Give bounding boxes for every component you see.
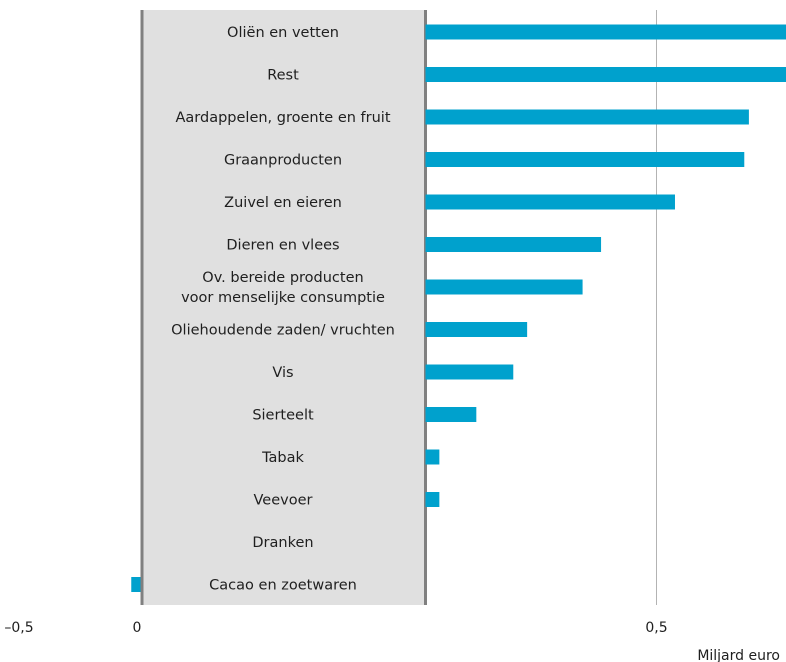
bar — [425, 67, 786, 82]
bar — [425, 364, 514, 380]
bar — [425, 237, 602, 252]
category-label: Sierteelt — [252, 408, 314, 424]
category-label: Vis — [272, 365, 293, 381]
category-label: Graanproducten — [224, 153, 342, 169]
category-label: Ov. bereide producten — [202, 270, 363, 286]
bar — [425, 24, 786, 40]
x-tick-label: 0,5 — [645, 620, 667, 636]
category-label: Cacao en zoetwaren — [209, 578, 357, 594]
label-panel — [142, 10, 426, 605]
bar — [131, 577, 141, 592]
category-label: Oliehoudende zaden/ vruchten — [171, 323, 395, 339]
category-label: Veevoer — [254, 493, 313, 509]
x-axis-title: Miljard euro — [697, 648, 780, 662]
bar — [425, 152, 745, 167]
category-label: Rest — [267, 68, 299, 84]
category-label: Zuivel en eieren — [224, 195, 342, 211]
x-tick-label: 0 — [133, 620, 142, 636]
category-label: voor menselijke consumptie — [181, 290, 385, 306]
category-label: Dieren en vlees — [226, 238, 339, 254]
bar — [425, 194, 675, 210]
bar — [425, 492, 440, 507]
category-label: Dranken — [252, 535, 313, 551]
bar — [425, 279, 583, 295]
category-label: Aardappelen, groente en fruit — [175, 110, 390, 126]
bar — [425, 322, 528, 337]
category-label: Oliën en vetten — [227, 25, 339, 41]
bar — [425, 109, 749, 125]
bar — [425, 407, 477, 422]
bar — [425, 449, 440, 465]
category-label: Tabak — [261, 450, 304, 466]
x-tick-label: –0,5 — [4, 620, 33, 636]
